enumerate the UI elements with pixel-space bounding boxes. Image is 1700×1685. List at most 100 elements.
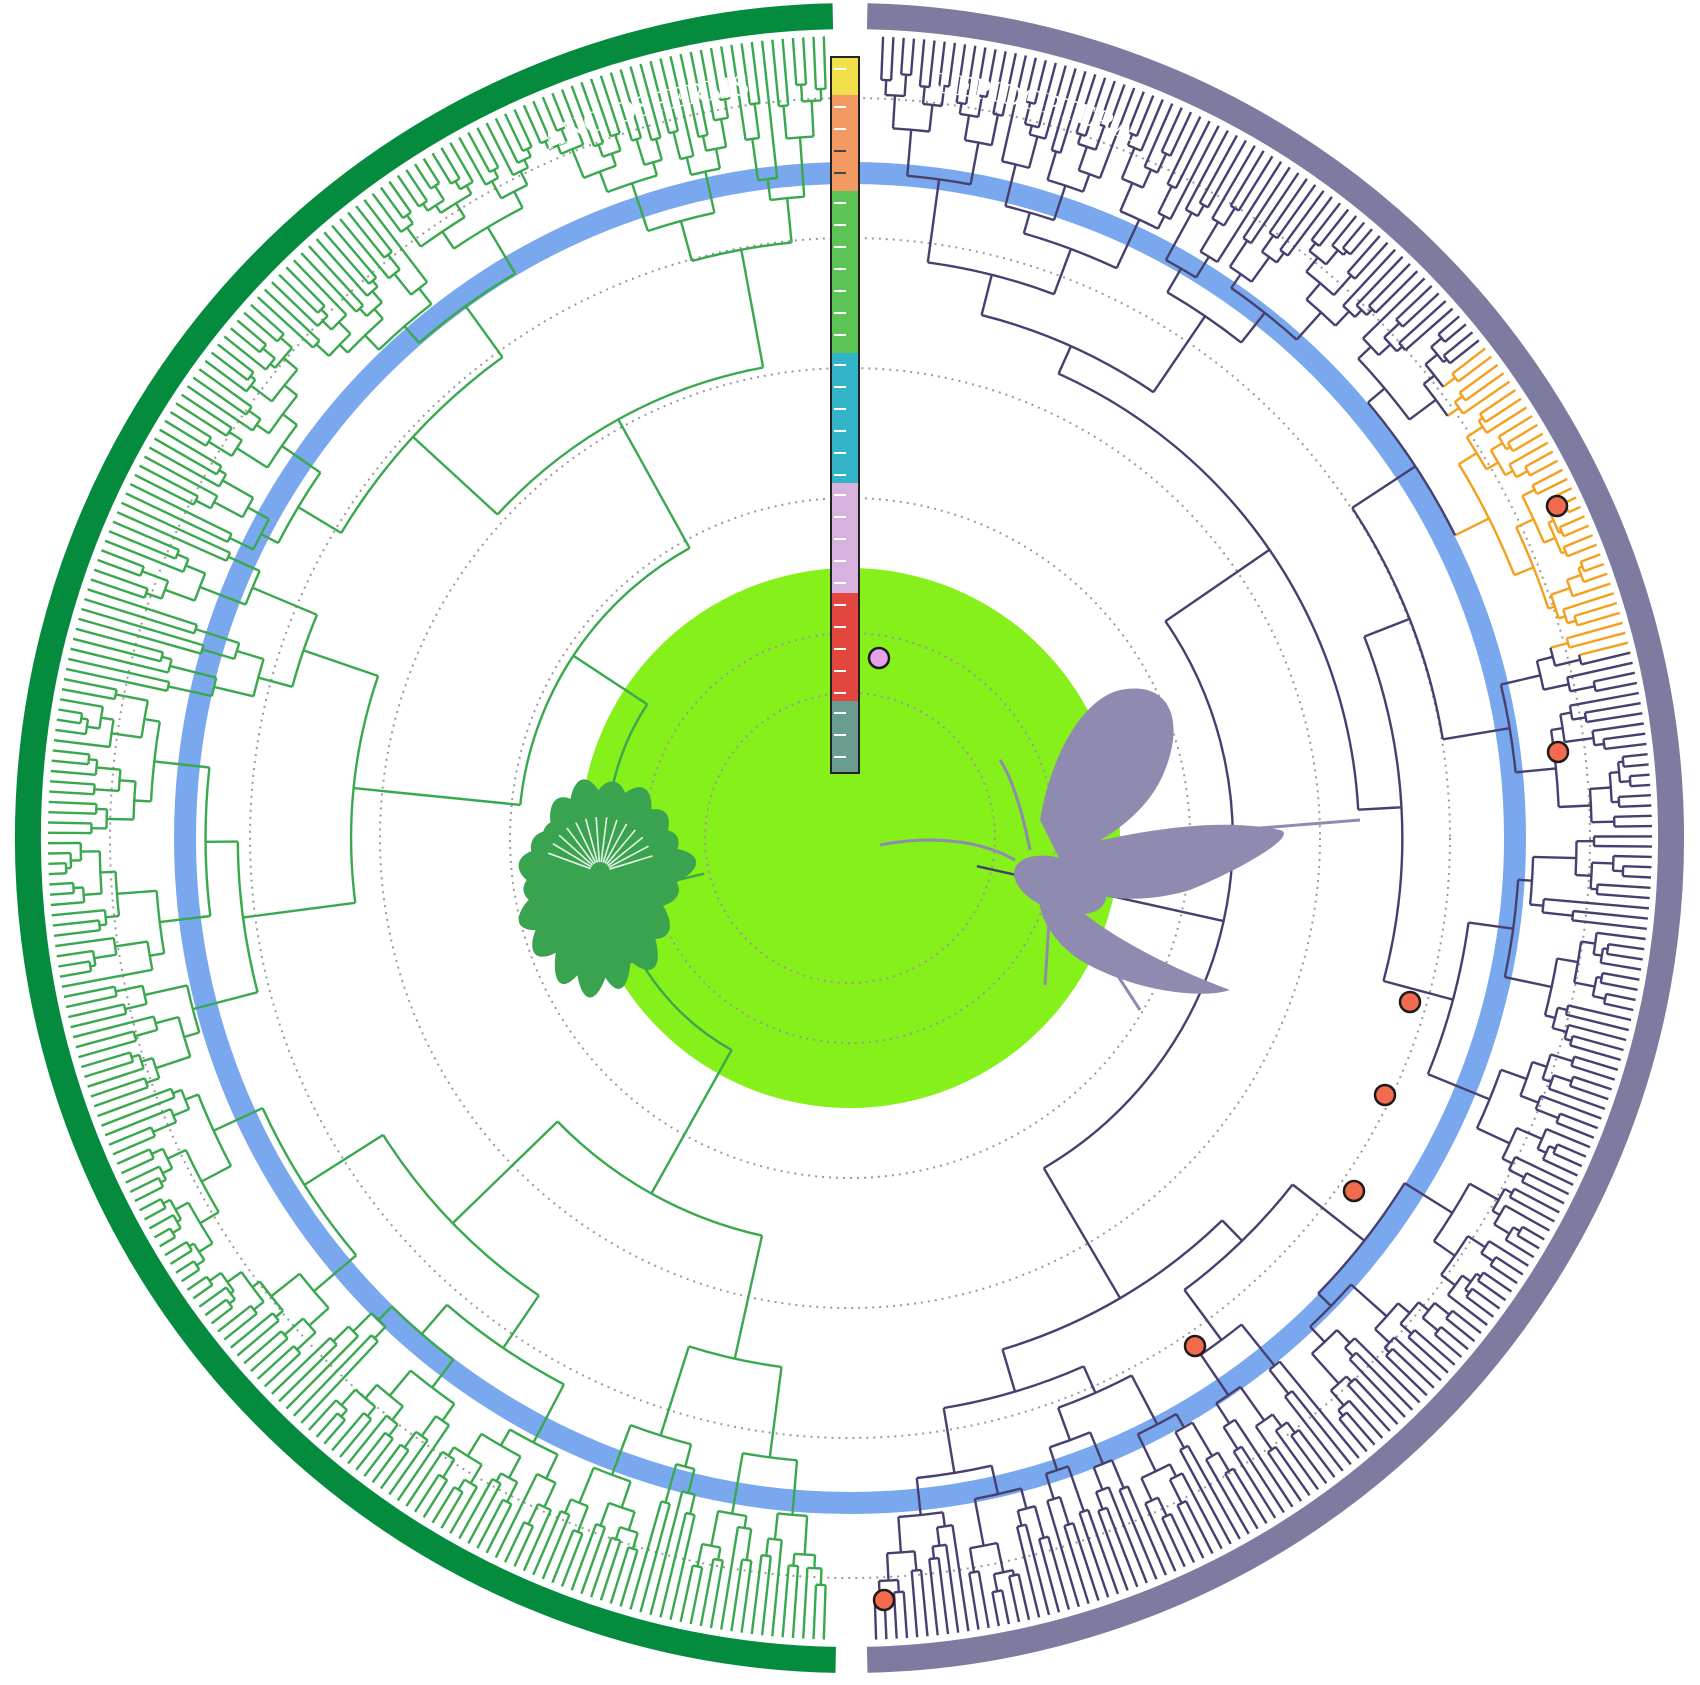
tree-branch (373, 194, 402, 232)
tree-branch (492, 181, 501, 198)
tree-branch (1218, 1453, 1229, 1472)
tree-branch (496, 118, 518, 162)
tree-branch (96, 768, 120, 770)
tree-branch (1514, 567, 1533, 575)
tree-branch (1538, 1149, 1547, 1153)
tree-branch (579, 1468, 593, 1503)
tree-branch (66, 669, 167, 691)
tree-branch (1058, 1408, 1070, 1440)
tree-branch (145, 985, 188, 995)
tree-branch (115, 942, 148, 947)
tree-branch (1619, 806, 1651, 807)
tree-branch (84, 599, 194, 633)
tree-branch (711, 1561, 723, 1628)
tree-branch (117, 512, 226, 561)
tree-branch (1358, 807, 1401, 809)
tree-branch (1468, 1236, 1485, 1247)
tree-branch (656, 139, 662, 160)
tree-branch (173, 1090, 182, 1093)
tree-branch (1536, 1109, 1559, 1118)
tree-branch (205, 361, 246, 392)
tree-branch (912, 1571, 918, 1637)
timescale-segment (831, 57, 859, 95)
tree-branch (49, 883, 73, 884)
tree-branch (186, 566, 205, 574)
tree-branch (49, 873, 67, 874)
tree-branch (1481, 1253, 1493, 1261)
tree-branch (527, 149, 531, 157)
tree-branch (1573, 584, 1611, 597)
tree-branch (721, 119, 726, 147)
tree-branch (390, 1371, 411, 1396)
shift-event-marker (1548, 742, 1568, 762)
tree-branch (487, 1504, 512, 1553)
tree-branch (1234, 1452, 1276, 1519)
tree-branch (501, 1430, 510, 1446)
tree-branch (332, 226, 376, 278)
tree-branch (1349, 1401, 1382, 1438)
tree-branch (450, 143, 473, 182)
tree-branch (1276, 1431, 1318, 1490)
tree-branch (1338, 1410, 1343, 1416)
tree-branch (939, 1558, 948, 1634)
tree-branch (1153, 316, 1205, 392)
tree-branch (787, 198, 791, 243)
tree-branch (321, 309, 328, 316)
tree-branch (1188, 1446, 1240, 1539)
tree-branch (81, 718, 88, 719)
tree-branch (1533, 857, 1576, 858)
tree-branch (1623, 866, 1651, 867)
tree-branch (1502, 1159, 1512, 1164)
tree-branch (448, 1447, 454, 1455)
tree-branch (618, 419, 689, 548)
tree-branch (193, 1285, 212, 1299)
tree-branch (653, 162, 657, 175)
tree-branch (637, 139, 645, 165)
tree-branch (257, 425, 269, 434)
tree-branch (552, 1530, 573, 1583)
tree-branch (1334, 276, 1351, 296)
tree-branch (1593, 996, 1605, 999)
tree-branch (905, 75, 907, 96)
tree-branch (1165, 550, 1269, 622)
tree-branch (466, 306, 503, 357)
tree-branch (691, 1567, 703, 1624)
tree-branch (317, 239, 368, 296)
tree-branch (1572, 717, 1585, 719)
tree-branch (775, 1513, 778, 1539)
tree-branch (333, 1327, 348, 1342)
tree-branch (1518, 880, 1532, 881)
tree-branch (770, 1367, 782, 1457)
tree-branch (1467, 427, 1483, 437)
tree-branch (389, 1425, 398, 1436)
tree-branch (1240, 1387, 1264, 1421)
tree-branch (497, 1473, 501, 1481)
tree-branch (1112, 1460, 1124, 1488)
tree-branch (1517, 1235, 1539, 1248)
tree-branch (1606, 994, 1635, 1000)
tree-branch (687, 158, 691, 175)
tree-branch (1619, 795, 1651, 797)
tree-branch (1573, 1077, 1611, 1090)
tree-branch (1024, 213, 1030, 234)
tree-branch (398, 176, 419, 207)
tree-branch (1198, 205, 1204, 216)
tree-branch (258, 1346, 294, 1379)
tree-branch (340, 1419, 371, 1457)
tree-branch (297, 1332, 316, 1349)
tree-branch (1162, 108, 1182, 152)
tree-branch (284, 358, 298, 370)
tree-branch (1551, 728, 1563, 730)
tree-branch (117, 891, 157, 894)
tree-branch (88, 1069, 144, 1087)
tree-branch (1297, 312, 1321, 339)
tree-branch (422, 1416, 436, 1436)
tree-branch (1574, 983, 1595, 987)
tree-branch (930, 41, 935, 88)
tree-branch (55, 938, 114, 946)
tree-branch (1029, 137, 1037, 168)
tree-branch (600, 172, 608, 192)
tree-branch (1162, 1518, 1185, 1567)
tree-branch (477, 1500, 503, 1549)
tree-branch (1120, 1490, 1157, 1579)
